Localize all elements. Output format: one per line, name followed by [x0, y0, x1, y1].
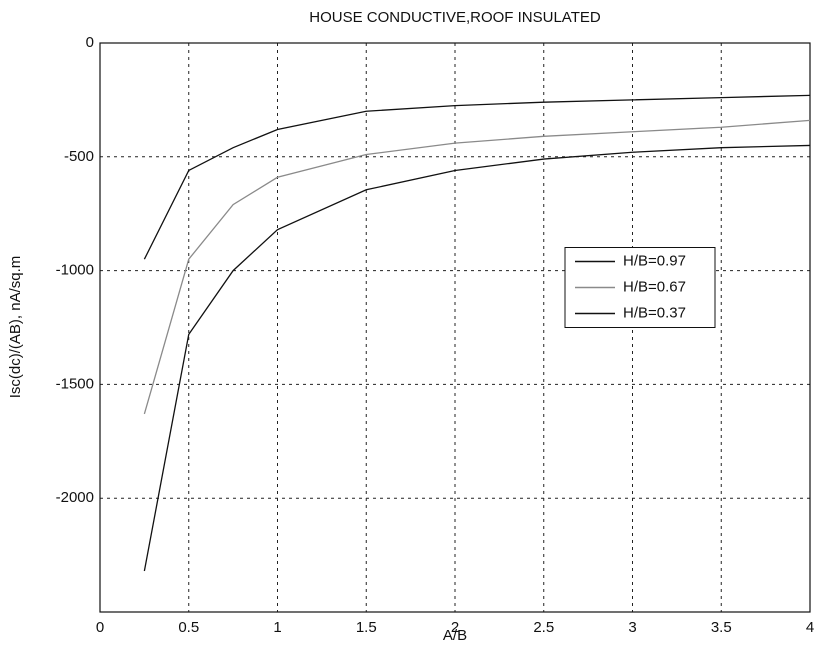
x-tick-label: 0 [96, 619, 104, 636]
y-tick-label: -1000 [56, 262, 94, 279]
legend-label: H/B=0.97 [623, 252, 686, 269]
y-tick-label: -2000 [56, 489, 94, 506]
x-tick-label: 3 [628, 619, 636, 636]
x-tick-label: 1 [273, 619, 281, 636]
x-tick-label: 2 [451, 619, 459, 636]
x-tick-label: 1.5 [356, 619, 377, 636]
x-tick-label: 3.5 [711, 619, 732, 636]
x-tick-label: 0.5 [178, 619, 199, 636]
series-line [143, 144, 811, 572]
chart-title: HOUSE CONDUCTIVE,ROOF INSULATED [309, 9, 601, 26]
plot-frame [99, 42, 811, 613]
x-axis-label: A/B [443, 627, 467, 644]
y-axis-label: Isc(dc)/(AB), nA/sq.m [7, 256, 24, 399]
x-tick-label: 2.5 [533, 619, 554, 636]
series-line [143, 94, 811, 260]
y-tick-label: -500 [64, 148, 94, 165]
legend-label: H/B=0.37 [623, 304, 686, 321]
y-tick-label: 0 [86, 34, 94, 51]
series-line [143, 119, 811, 415]
y-tick-label: -1500 [56, 375, 94, 392]
legend-label: H/B=0.67 [623, 278, 686, 295]
x-tick-label: 4 [806, 619, 814, 636]
